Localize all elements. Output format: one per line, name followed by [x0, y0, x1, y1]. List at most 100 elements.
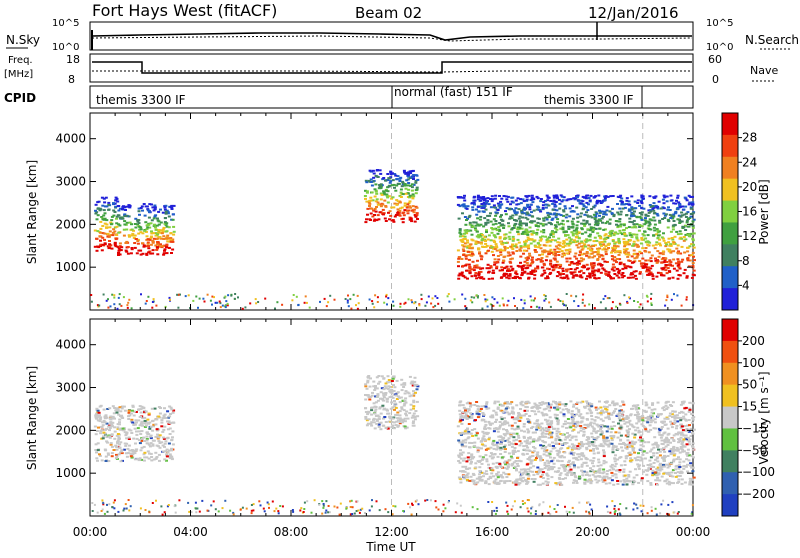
scatter-cell [669, 404, 672, 406]
scatter-cell [477, 416, 480, 418]
scatter-cell [640, 303, 642, 305]
scatter-cell [629, 471, 632, 473]
scatter-cell [486, 433, 489, 435]
scatter-cell [506, 247, 509, 249]
scatter-cell [403, 403, 406, 405]
scatter-cell [620, 223, 623, 225]
scatter-cell [693, 270, 696, 272]
scatter-cell [364, 383, 367, 385]
scatter-cell [572, 482, 575, 484]
scatter-cell [374, 410, 377, 412]
scatter-cell [653, 408, 656, 410]
scatter-cell [554, 239, 557, 241]
scatter-cell [133, 242, 136, 244]
scatter-cell [651, 205, 654, 207]
scatter-cell [476, 260, 479, 262]
scatter-cell [548, 251, 551, 253]
scatter-cell [692, 220, 695, 222]
scatter-cell [542, 471, 545, 473]
scatter-cell [159, 434, 162, 436]
scatter-cell [509, 258, 512, 260]
scatter-cell [623, 275, 626, 277]
scatter-cell [119, 447, 122, 449]
scatter-cell [610, 431, 613, 433]
scatter-cell [457, 197, 460, 199]
scatter-cell [581, 249, 584, 251]
scatter-cell [498, 222, 501, 224]
scatter-cell [384, 218, 387, 220]
scatter-cell [628, 428, 631, 430]
scatter-cell [519, 216, 522, 218]
scatter-cell [589, 229, 592, 231]
scatter-cell [531, 459, 534, 461]
scatter-cell [668, 238, 671, 240]
scatter-cell [529, 441, 532, 443]
scatter-cell [556, 261, 559, 263]
scatter-cell [91, 301, 93, 303]
scatter-cell [123, 296, 125, 298]
scatter-cell [599, 407, 602, 409]
scatter-cell [595, 213, 598, 215]
scatter-cell [625, 227, 628, 229]
scatter-cell [692, 227, 695, 229]
scatter-cell [545, 223, 548, 225]
scatter-cell [594, 237, 597, 239]
scatter-cell [535, 259, 538, 261]
scatter-cell [565, 239, 568, 241]
scatter-cell [487, 264, 490, 266]
scatter-cell [168, 443, 171, 445]
scatter-cell [531, 259, 534, 261]
scatter-cell [521, 211, 524, 213]
scatter-cell [685, 213, 688, 215]
scatter-cell [558, 244, 561, 246]
scatter-cell [572, 197, 575, 199]
scatter-cell [663, 207, 666, 209]
scatter-cell [166, 410, 169, 412]
scatter-cell [494, 195, 497, 197]
scatter-cell [565, 270, 568, 272]
scatter-cell [606, 426, 609, 428]
scatter-cell [389, 210, 392, 212]
scatter-cell [143, 452, 146, 454]
scatter-cell [658, 222, 661, 224]
scatter-cell [603, 451, 606, 453]
scatter-cell [468, 272, 471, 274]
scatter-cell [118, 428, 121, 430]
scatter-cell [618, 218, 621, 220]
scatter-cell [124, 209, 127, 211]
scatter-cell [162, 429, 165, 431]
scatter-cell [488, 215, 491, 217]
scatter-cell [603, 298, 605, 300]
scatter-cell [399, 201, 402, 203]
scatter-cell [474, 200, 477, 202]
scatter-cell [534, 432, 537, 434]
scatter-cell [492, 254, 495, 256]
scatter-cell [580, 227, 583, 229]
scatter-cell [571, 226, 574, 228]
scatter-cell [537, 243, 540, 245]
scatter-cell [153, 238, 156, 240]
scatter-cell [650, 419, 653, 421]
scatter-cell [627, 277, 630, 279]
scatter-cell [467, 452, 470, 454]
scatter-cell [546, 195, 549, 197]
scatter-cell [609, 210, 612, 212]
scatter-cell [364, 416, 367, 418]
scatter-cell [531, 238, 534, 240]
scatter-cell [367, 376, 370, 378]
scatter-cell [682, 468, 685, 470]
scatter-cell [97, 442, 100, 444]
scatter-cell [563, 415, 566, 417]
scatter-cell [585, 197, 588, 199]
scatter-cell [541, 253, 544, 255]
scatter-cell [134, 419, 137, 421]
scatter-cell [468, 215, 471, 217]
scatter-cell [120, 451, 123, 453]
scatter-cell [611, 479, 614, 481]
scatter-cell [171, 208, 174, 210]
scatter-cell [692, 274, 695, 276]
scatter-cell [580, 458, 583, 460]
scatter-cell [408, 412, 411, 414]
scatter-cell [364, 195, 367, 197]
scatter-cell [137, 233, 140, 235]
